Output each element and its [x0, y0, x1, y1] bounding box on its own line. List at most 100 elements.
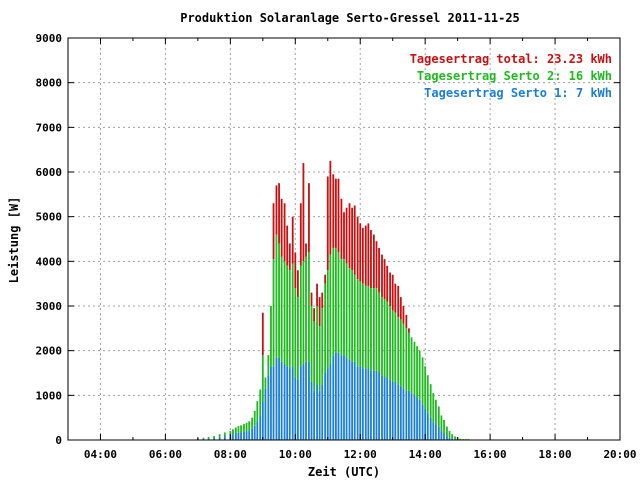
bar-serto2-75 — [416, 346, 418, 398]
bar-total-70 — [402, 306, 405, 324]
bar-serto1-54 — [359, 366, 362, 440]
y-axis-label: Leistung [W] — [7, 197, 21, 284]
bar-serto1-47 — [340, 355, 343, 440]
bar-serto2-28 — [288, 270, 291, 369]
bar-total-36 — [310, 292, 313, 306]
bar-serto1-87 — [448, 437, 451, 440]
bar-serto1-72 — [408, 390, 410, 440]
bar-serto1-85 — [443, 433, 445, 440]
legend-serto-2: Tagesertrag Serto 2: 16 kWh — [417, 69, 612, 83]
bar-serto2-82 — [434, 399, 437, 425]
bar-serto1-73 — [410, 393, 413, 440]
chart-title: Produktion Solaranlage Serto-Gressel 201… — [180, 11, 520, 25]
bar-serto1-26 — [283, 364, 286, 440]
bar-serto1-84 — [440, 431, 443, 440]
bar-serto2-68 — [397, 317, 400, 385]
bar-serto1-60 — [375, 370, 378, 440]
bar-total-48 — [343, 212, 345, 260]
bar-serto2-71 — [405, 328, 408, 391]
bar-serto1-24 — [278, 357, 280, 440]
bar-serto1-15 — [253, 425, 256, 440]
legend-serto-1: Tagesertrag Serto 1: 7 kWh — [424, 86, 612, 100]
bar-serto2-37 — [313, 321, 316, 391]
bar-serto1-21 — [270, 366, 272, 440]
bar-serto2-76 — [418, 350, 421, 400]
bar-serto1-17 — [259, 415, 262, 440]
bar-serto1-64 — [386, 377, 389, 440]
bar-serto2-62 — [381, 297, 383, 376]
bar-serto2-60 — [375, 288, 378, 371]
bar-serto1-30 — [294, 377, 297, 440]
bar-serto2-70 — [402, 323, 405, 389]
bar-serto1-59 — [372, 370, 375, 440]
bar-serto1-22 — [272, 366, 275, 440]
bar-total-68 — [397, 285, 400, 318]
bar-serto2-6 — [229, 431, 232, 436]
bar-serto1-65 — [389, 379, 392, 440]
bar-serto1-9 — [237, 432, 240, 440]
bar-serto2-32 — [299, 265, 302, 367]
bar-total-25 — [280, 198, 283, 257]
bar-serto2-7 — [232, 429, 234, 435]
bar-serto2-77 — [421, 357, 424, 405]
bar-total-67 — [394, 283, 397, 313]
bar-serto2-59 — [372, 288, 375, 371]
bar-serto2-56 — [364, 285, 367, 369]
bar-serto1-20 — [267, 375, 270, 440]
bar-serto2-58 — [370, 288, 372, 371]
bar-serto1-67 — [394, 381, 397, 440]
bar-total-51 — [351, 207, 354, 271]
bar-serto2-13 — [248, 421, 251, 431]
bar-serto2-12 — [245, 423, 248, 432]
bar-serto2-55 — [361, 283, 364, 369]
bar-serto1-77 — [421, 404, 424, 440]
y-tick-label: 7000 — [36, 121, 63, 134]
y-tick-label: 1000 — [36, 389, 63, 402]
bar-serto1-79 — [426, 413, 429, 440]
bar-total-52 — [353, 205, 356, 275]
bar-serto2-23 — [275, 234, 278, 358]
bar-serto1-12 — [245, 431, 248, 440]
bar-serto2-51 — [351, 270, 354, 362]
bar-serto2-89 — [454, 436, 456, 440]
bar-serto2-83 — [437, 406, 440, 427]
bar-serto2-48 — [343, 259, 345, 356]
bar-serto2-50 — [348, 268, 351, 360]
bar-total-47 — [340, 198, 343, 260]
bar-total-34 — [305, 243, 307, 257]
bar-serto1-62 — [381, 375, 383, 440]
bar-serto1-88 — [451, 438, 454, 440]
bar-serto2-26 — [283, 261, 286, 365]
bar-serto2-21 — [270, 306, 272, 367]
bar-serto2-4 — [218, 434, 221, 437]
bar-total-27 — [286, 225, 289, 266]
bar-total-65 — [389, 272, 392, 306]
bar-total-58 — [370, 230, 372, 289]
bar-serto2-19 — [264, 377, 267, 389]
tick-labels: 0 1000 2000 3000 4000 5000 6000 7000 8000 9000 04:… — [36, 32, 637, 461]
bar-total-29 — [291, 216, 294, 264]
bar-total-46 — [337, 178, 340, 253]
bar-serto2-9 — [237, 426, 240, 433]
bar-serto1-23 — [275, 357, 278, 440]
y-tick-label: 4000 — [36, 255, 63, 268]
bar-serto2-25 — [280, 256, 283, 362]
bar-serto1-31 — [296, 379, 299, 440]
x-tick-label: 10:00 — [279, 448, 312, 461]
bars — [196, 160, 470, 440]
y-tick-label: 2000 — [36, 345, 63, 358]
bar-serto2-17 — [259, 389, 262, 416]
bar-serto2-3 — [213, 435, 216, 438]
bar-total-50 — [348, 203, 351, 269]
bar-serto1-1 — [202, 438, 205, 440]
bar-total-56 — [364, 225, 367, 286]
y-tick-label: 5000 — [36, 211, 63, 224]
bar-serto2-33 — [302, 261, 305, 365]
bar-serto2-84 — [440, 415, 443, 432]
bar-total-59 — [372, 234, 375, 289]
bar-serto1-81 — [432, 422, 435, 440]
bar-total-24 — [278, 183, 280, 244]
bar-total-43 — [329, 160, 332, 255]
y-tick-label: 8000 — [36, 77, 63, 90]
bar-serto1-57 — [367, 368, 370, 440]
